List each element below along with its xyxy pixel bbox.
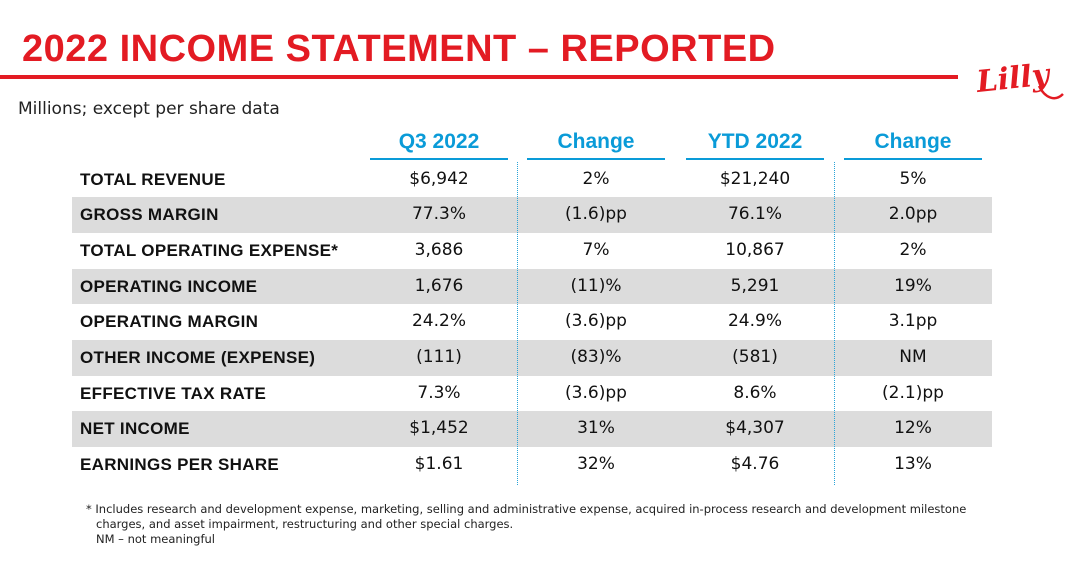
cell-value: $6,942 [409, 168, 469, 189]
table-row: GROSS MARGIN 77.3% (1.6)pp 76.1% 2.0pp [72, 197, 992, 233]
cell-value: 1,676 [414, 275, 464, 296]
row-label: OTHER INCOME (EXPENSE) [80, 348, 316, 367]
table-row: TOTAL REVENUE $6,942 2% $21,240 5% [72, 162, 992, 198]
lilly-logo: Lilly [975, 58, 1064, 100]
cell-value: 2% [899, 239, 927, 260]
col-header-ytd-2022: YTD 2022 [686, 128, 824, 160]
cell-value: (111) [416, 347, 462, 367]
cell-value: (83)% [570, 347, 622, 367]
col-header-q3-change: Change [527, 128, 665, 160]
row-label: EFFECTIVE TAX RATE [80, 383, 267, 403]
cell-value: 2.0pp [888, 204, 938, 225]
cell-value: 2% [582, 168, 610, 189]
table-row: EFFECTIVE TAX RATE 7.3% (3.6)pp 8.6% (2.1)pp [72, 376, 992, 412]
footnote-nm: NM – not meaningful [96, 532, 216, 546]
column-divider [517, 162, 518, 485]
table-row: TOTAL OPERATING EXPENSE* 3,686 7% 10,867 2% [72, 233, 992, 269]
table-row: EARNINGS PER SHARE $1.61 32% $4.76 13% [72, 447, 992, 483]
cell-value: 7.3% [417, 382, 461, 403]
col-header-ytd-change: Change [844, 128, 982, 160]
cell-value: 5,291 [730, 275, 780, 296]
cell-value: (3.6)pp [565, 382, 627, 403]
cell-value: 24.9% [727, 311, 782, 332]
units-subtitle: Millions; except per share data [18, 99, 280, 119]
row-label: EARNINGS PER SHARE [80, 455, 280, 475]
cell-value: $4,307 [725, 418, 785, 439]
cell-value: 24.2% [411, 311, 466, 332]
title-underline [0, 75, 958, 79]
cell-value: (1.6)pp [565, 204, 627, 225]
cell-value: 3.1pp [888, 311, 938, 332]
row-label: OPERATING MARGIN [80, 312, 259, 332]
cell-value: (11)% [570, 275, 622, 296]
table-row: OTHER INCOME (EXPENSE) (111) (83)% (581) NM [72, 340, 992, 376]
cell-value: 3,686 [414, 239, 464, 260]
cell-value: $21,240 [719, 168, 791, 189]
cell-value: $4.76 [730, 454, 780, 475]
cell-value: 10,867 [725, 239, 785, 260]
cell-value: $1.61 [414, 454, 464, 475]
cell-value: 8.6% [733, 382, 777, 403]
cell-value: (2.1)pp [882, 382, 944, 403]
row-label: GROSS MARGIN [80, 205, 219, 225]
row-label: TOTAL REVENUE [80, 169, 226, 189]
row-label: OPERATING INCOME [80, 276, 258, 296]
cell-value: 13% [894, 454, 932, 475]
cell-value: 31% [577, 418, 615, 439]
cell-value: 76.1% [727, 204, 782, 225]
cell-value: 7% [582, 239, 610, 260]
cell-value: 77.3% [411, 204, 466, 225]
table-row: OPERATING MARGIN 24.2% (3.6)pp 24.9% 3.1pp [72, 304, 992, 340]
footnote: * Includes research and development expe… [86, 502, 966, 547]
row-label: TOTAL OPERATING EXPENSE* [80, 240, 339, 260]
table-row: NET INCOME $1,452 31% $4,307 12% [72, 411, 992, 448]
cell-value: (3.6)pp [565, 311, 627, 332]
column-divider [834, 162, 835, 485]
row-label: NET INCOME [80, 419, 190, 439]
col-header-q3-2022: Q3 2022 [370, 128, 508, 160]
cell-value: NM [899, 347, 927, 367]
cell-value: 19% [894, 275, 932, 296]
table-row: OPERATING INCOME 1,676 (11)% 5,291 19% [72, 268, 992, 305]
footnote-line: charges, and asset impairment, restructu… [96, 517, 514, 531]
footnote-line: * Includes research and development expe… [86, 502, 967, 516]
cell-value: 12% [894, 418, 932, 439]
cell-value: 32% [577, 454, 615, 475]
cell-value: $1,452 [409, 418, 469, 439]
cell-value: (581) [732, 347, 778, 367]
svg-text:Lilly: Lilly [975, 58, 1053, 100]
page-title: 2022 INCOME STATEMENT – REPORTED [22, 28, 776, 70]
cell-value: 5% [899, 168, 927, 189]
